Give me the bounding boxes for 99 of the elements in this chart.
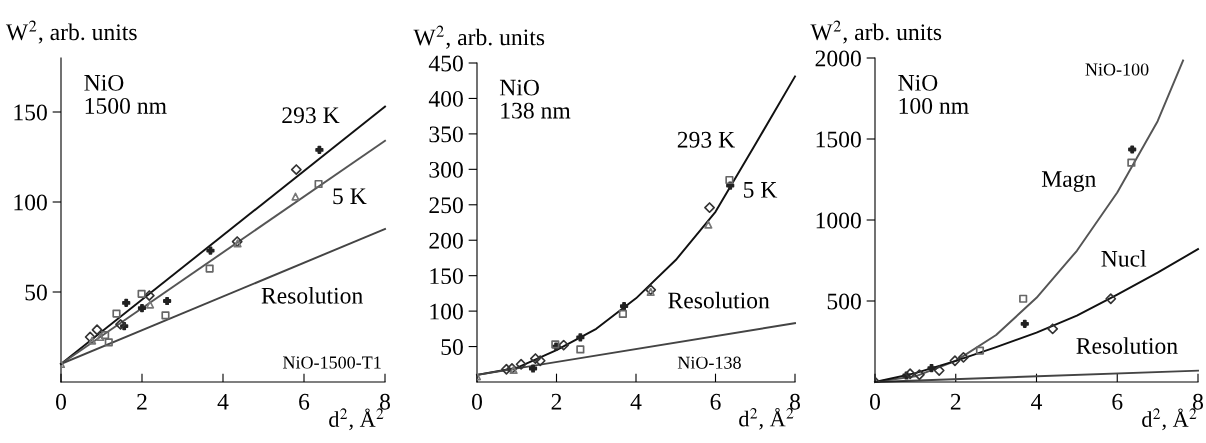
annotation: 5 K bbox=[333, 188, 367, 205]
point bbox=[112, 309, 121, 318]
annotation: NiO 100 nm bbox=[898, 74, 969, 114]
y-tick-label: 100 bbox=[14, 194, 47, 211]
point bbox=[704, 220, 713, 229]
point bbox=[146, 300, 155, 309]
x-tick-label: 0 bbox=[472, 393, 482, 410]
point bbox=[618, 309, 627, 319]
y-tick-label: 100 bbox=[430, 303, 463, 320]
point bbox=[291, 192, 300, 201]
point bbox=[84, 331, 96, 343]
x-tick-label: 2 bbox=[137, 393, 147, 410]
point bbox=[161, 311, 170, 320]
y-tick-label: 1500 bbox=[816, 131, 861, 148]
point bbox=[137, 289, 146, 298]
point bbox=[529, 353, 541, 365]
annotation: Resolution bbox=[1076, 337, 1178, 354]
x-tick-label: 0 bbox=[56, 393, 66, 410]
annotation: NiO-1500-T1 bbox=[282, 356, 381, 369]
point bbox=[558, 339, 570, 351]
annotation: 5 K bbox=[744, 182, 778, 198]
y-axis-title: W$^{2}$, arb. units bbox=[413, 25, 545, 49]
y-tick-label: 50 bbox=[25, 284, 47, 301]
point bbox=[1127, 158, 1136, 167]
point bbox=[975, 346, 985, 355]
x-tick-label: 6 bbox=[710, 393, 721, 410]
point bbox=[534, 355, 546, 367]
point bbox=[205, 264, 214, 273]
annotation: Resolution bbox=[668, 291, 770, 309]
y-tick-label: 150 bbox=[14, 104, 47, 121]
point bbox=[933, 365, 945, 376]
point bbox=[101, 331, 110, 340]
point bbox=[725, 175, 734, 185]
point bbox=[913, 369, 925, 381]
point bbox=[576, 345, 585, 354]
x-axis-title: d$^{2}$, Å$^{2}$ bbox=[329, 408, 384, 431]
point bbox=[904, 368, 916, 380]
point bbox=[949, 355, 961, 367]
y-axis-title: W$^{2}$, arb. units bbox=[810, 20, 942, 44]
x-tick-label: 2 bbox=[950, 393, 961, 410]
point bbox=[528, 364, 538, 373]
x-tick-label: 6 bbox=[299, 393, 310, 410]
point bbox=[927, 363, 936, 373]
point bbox=[315, 145, 324, 154]
x-tick-label: 8 bbox=[790, 393, 800, 410]
y-tick-label: 500 bbox=[827, 293, 861, 310]
x-tick-label: 2 bbox=[551, 393, 562, 410]
x-tick-label: 4 bbox=[630, 393, 642, 410]
point bbox=[515, 358, 527, 370]
point bbox=[1047, 323, 1059, 335]
x-tick-label: 6 bbox=[1112, 393, 1123, 410]
y-tick-label: 250 bbox=[429, 197, 463, 214]
point bbox=[143, 290, 155, 302]
y-tick-label: 1000 bbox=[816, 212, 861, 229]
annotation: NiO-138 bbox=[677, 356, 741, 369]
y-tick-label: 450 bbox=[428, 55, 463, 72]
point bbox=[1019, 294, 1028, 303]
point bbox=[122, 298, 131, 307]
x-tick-label: 0 bbox=[870, 393, 880, 410]
y-tick-label: 400 bbox=[428, 90, 463, 107]
point bbox=[91, 324, 103, 336]
point bbox=[137, 304, 147, 313]
annotation: Resolution bbox=[261, 287, 363, 304]
x-axis-title: d$^{2}$, Å$^{2}$ bbox=[739, 407, 794, 430]
annotation: Nucl bbox=[1101, 250, 1147, 267]
point bbox=[96, 332, 105, 342]
point bbox=[1020, 319, 1029, 328]
point bbox=[500, 363, 512, 375]
point bbox=[576, 333, 585, 342]
point bbox=[1105, 293, 1117, 305]
x-tick-label: 4 bbox=[1031, 393, 1043, 410]
y-tick-label: 50 bbox=[441, 339, 463, 355]
annotation: 293 K bbox=[282, 107, 340, 124]
x-tick-label: 4 bbox=[217, 393, 229, 410]
annotation: NiO-100 bbox=[1085, 63, 1149, 76]
point bbox=[104, 338, 113, 347]
point bbox=[115, 318, 126, 330]
point bbox=[957, 351, 969, 363]
x-tick-label: 8 bbox=[1193, 393, 1203, 410]
point bbox=[206, 246, 215, 255]
y-tick-label: 300 bbox=[429, 161, 463, 178]
point bbox=[314, 179, 323, 189]
point bbox=[290, 164, 302, 176]
annotation: Magn bbox=[1041, 171, 1096, 192]
annotation: NiO 138 nm bbox=[499, 79, 571, 119]
y-tick-label: 200 bbox=[429, 232, 463, 249]
y-tick-label: 2000 bbox=[815, 50, 861, 67]
point bbox=[163, 296, 172, 306]
annotation: 293 K bbox=[677, 131, 735, 148]
y-tick-label: 350 bbox=[429, 126, 463, 143]
point bbox=[88, 336, 97, 345]
y-axis-title: W$^{2}$, arb. units bbox=[5, 20, 137, 44]
point bbox=[619, 302, 629, 311]
y-tick-label: 150 bbox=[430, 268, 463, 285]
point bbox=[1128, 145, 1137, 154]
point bbox=[704, 202, 715, 214]
x-axis-title: d$^{2}$, Å$^{2}$ bbox=[1142, 408, 1197, 431]
annotation: NiO 1500 nm bbox=[84, 74, 167, 114]
x-tick-label: 8 bbox=[380, 393, 390, 410]
